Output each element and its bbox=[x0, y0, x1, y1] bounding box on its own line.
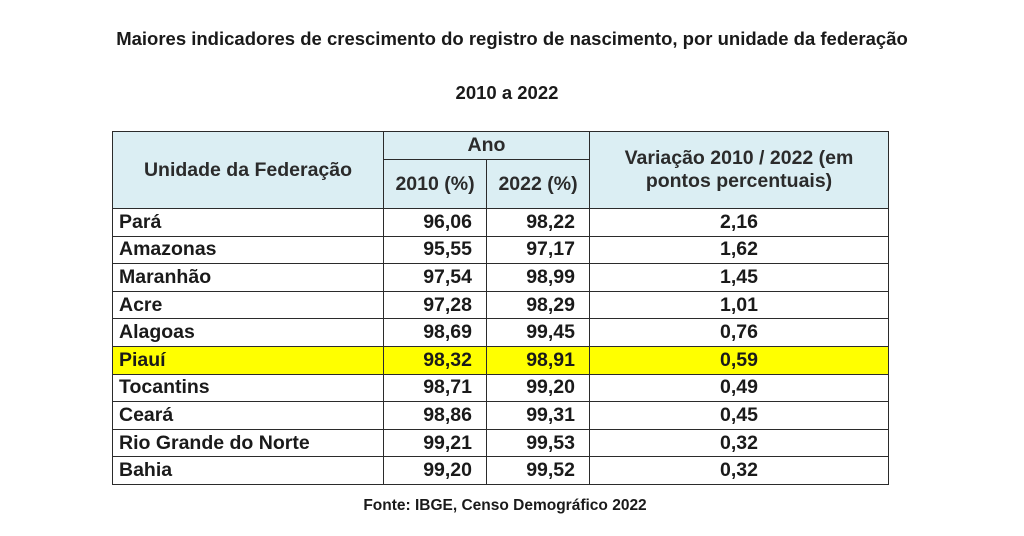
header-variation: Variação 2010 / 2022 (em pontos percentu… bbox=[589, 131, 889, 209]
table-row: Bahia 99,20 99,52 0,32 bbox=[112, 456, 889, 485]
chart-title: Maiores indicadores de crescimento do re… bbox=[116, 28, 908, 49]
table-row: Maranhão 97,54 98,99 1,45 bbox=[112, 263, 889, 292]
data-table: Unidade da Federação Ano Variação 2010 /… bbox=[112, 131, 889, 485]
header-uf: Unidade da Federação bbox=[112, 131, 384, 209]
cell-2010: 98,32 bbox=[383, 345, 487, 375]
cell-2010: 98,71 bbox=[383, 373, 487, 403]
cell-2022: 97,17 bbox=[486, 235, 590, 265]
source-note: Fonte: IBGE, Censo Demográfico 2022 bbox=[363, 497, 647, 514]
header-2010: 2010 (%) bbox=[383, 159, 487, 209]
cell-uf: Maranhão bbox=[112, 263, 384, 292]
cell-2022: 99,31 bbox=[486, 401, 590, 430]
table-row: Rio Grande do Norte 99,21 99,53 0,32 bbox=[112, 428, 889, 458]
cell-variation: 1,01 bbox=[589, 290, 889, 320]
cell-2010: 96,06 bbox=[383, 208, 487, 237]
table-row: Tocantins 98,71 99,20 0,49 bbox=[112, 373, 889, 403]
cell-uf: Ceará bbox=[112, 401, 384, 430]
cell-variation: 0,32 bbox=[589, 428, 889, 458]
table-row: Amazonas 95,55 97,17 1,62 bbox=[112, 235, 889, 265]
cell-variation: 1,45 bbox=[589, 263, 889, 292]
cell-uf: Tocantins bbox=[112, 373, 384, 403]
table-row: Acre 97,28 98,29 1,01 bbox=[112, 290, 889, 320]
cell-variation: 0,59 bbox=[589, 345, 889, 375]
cell-2022: 98,22 bbox=[486, 208, 590, 237]
cell-2010: 97,54 bbox=[383, 263, 487, 292]
cell-uf: Piauí bbox=[112, 345, 384, 375]
cell-2010: 99,21 bbox=[383, 428, 487, 458]
cell-variation: 0,45 bbox=[589, 401, 889, 430]
cell-variation: 0,49 bbox=[589, 373, 889, 403]
table-row: Pará 96,06 98,22 2,16 bbox=[112, 208, 889, 237]
cell-2022: 99,20 bbox=[486, 373, 590, 403]
cell-2022: 98,99 bbox=[486, 263, 590, 292]
cell-variation: 0,32 bbox=[589, 456, 889, 485]
table-header: Unidade da Federação Ano Variação 2010 /… bbox=[112, 131, 889, 209]
table-row: Alagoas 98,69 99,45 0,76 bbox=[112, 318, 889, 347]
cell-2010: 97,28 bbox=[383, 290, 487, 320]
chart-subtitle: 2010 a 2022 bbox=[455, 82, 559, 103]
header-2022: 2022 (%) bbox=[486, 159, 590, 209]
cell-2022: 98,91 bbox=[486, 345, 590, 375]
cell-2010: 98,69 bbox=[383, 318, 487, 347]
cell-uf: Acre bbox=[112, 290, 384, 320]
header-ano: Ano bbox=[383, 131, 590, 160]
cell-2022: 99,53 bbox=[486, 428, 590, 458]
table-body: Pará 96,06 98,22 2,16 Amazonas 95,55 97,17 1,62… bbox=[112, 208, 889, 485]
cell-2010: 98,86 bbox=[383, 401, 487, 430]
cell-uf: Bahia bbox=[112, 456, 384, 485]
cell-variation: 0,76 bbox=[589, 318, 889, 347]
table-row-highlighted: Piauí 98,32 98,91 0,59 bbox=[112, 345, 889, 375]
cell-2022: 99,52 bbox=[486, 456, 590, 485]
cell-uf: Pará bbox=[112, 208, 384, 237]
cell-2010: 99,20 bbox=[383, 456, 487, 485]
cell-2022: 99,45 bbox=[486, 318, 590, 347]
cell-2022: 98,29 bbox=[486, 290, 590, 320]
table-row: Ceará 98,86 99,31 0,45 bbox=[112, 401, 889, 430]
cell-variation: 1,62 bbox=[589, 235, 889, 265]
cell-uf: Amazonas bbox=[112, 235, 384, 265]
cell-uf: Rio Grande do Norte bbox=[112, 428, 384, 458]
cell-uf: Alagoas bbox=[112, 318, 384, 347]
cell-variation: 2,16 bbox=[589, 208, 889, 237]
cell-2010: 95,55 bbox=[383, 235, 487, 265]
